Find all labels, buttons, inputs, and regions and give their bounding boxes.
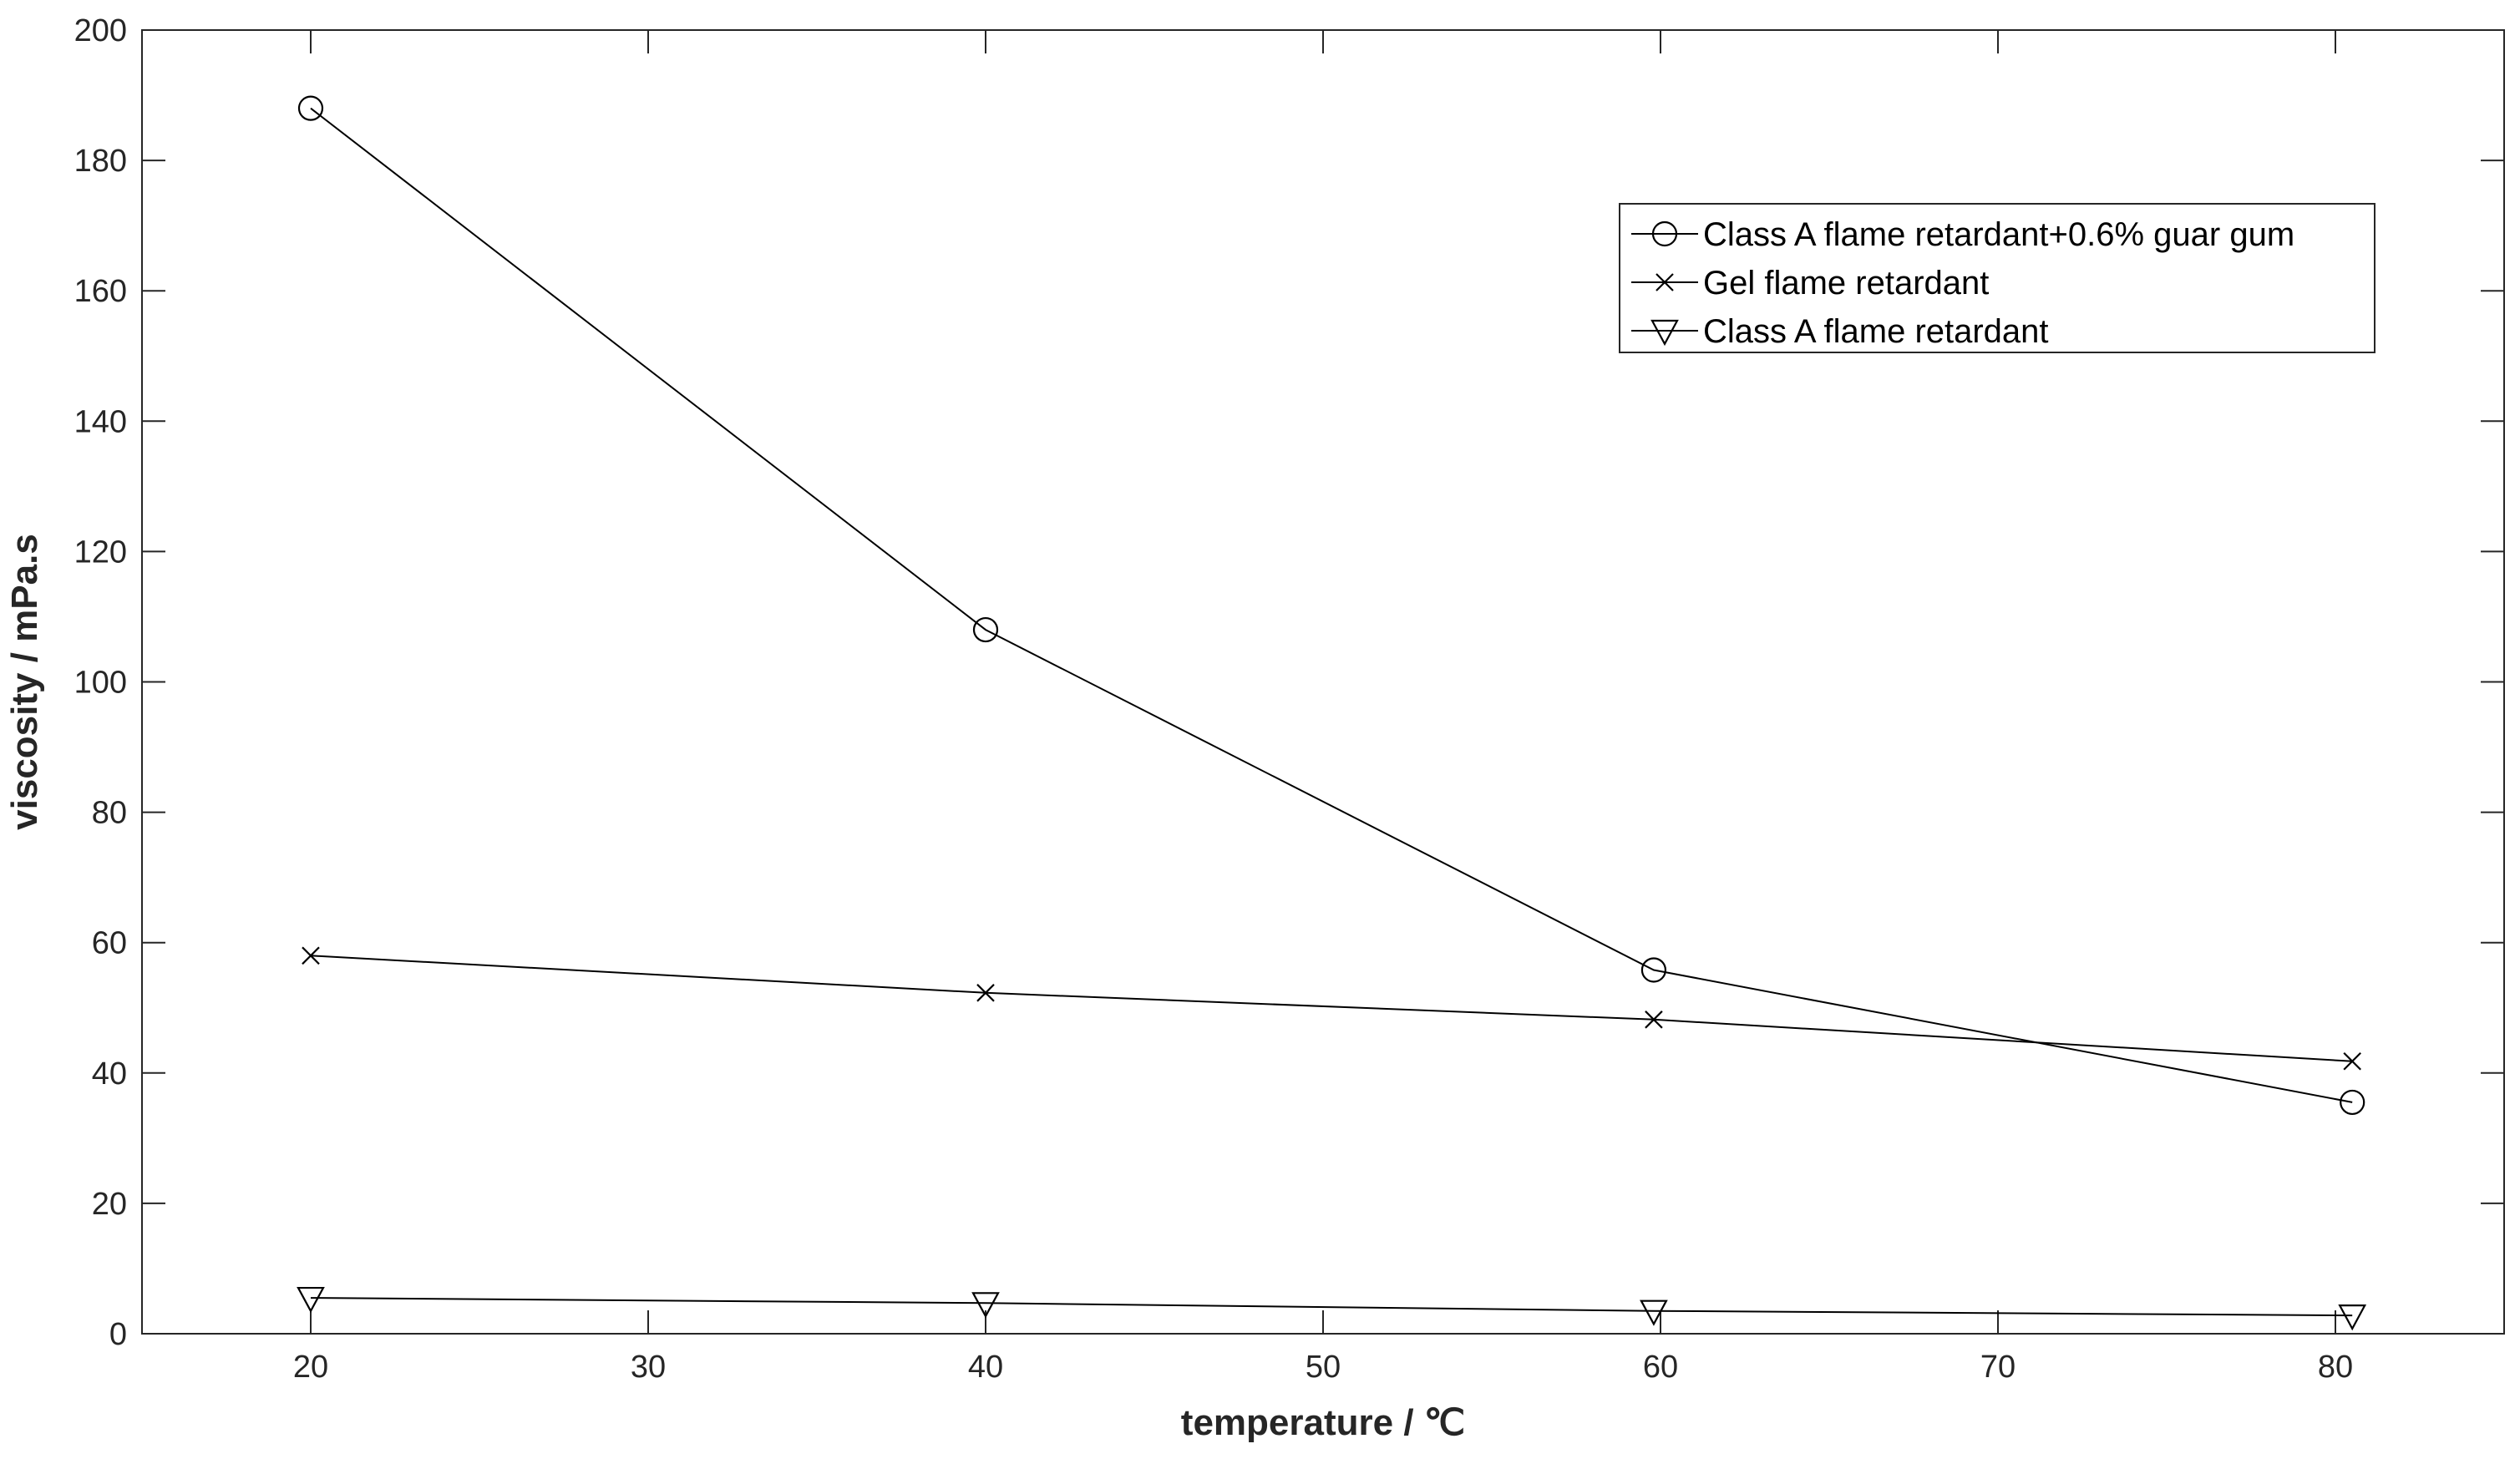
data-point-triangle-down (297, 1286, 325, 1314)
legend-box (1619, 203, 2375, 353)
data-point-x (2343, 1051, 2361, 1071)
y-tick-label: 20 (92, 1187, 127, 1222)
legend-entry: Class A flame retardant+0.6% guar gum (1631, 216, 2294, 253)
legend-marker-x (1655, 273, 1674, 291)
data-point-circle (1640, 957, 1667, 983)
y-tick-label: 0 (109, 1317, 127, 1352)
legend-entry: Class A flame retardant (1631, 313, 2049, 350)
series-layer (297, 95, 2367, 1331)
data-point-triangle-down (2338, 1304, 2367, 1331)
data-point-x (1645, 1011, 1663, 1029)
series-line (310, 955, 2353, 1062)
data-point-triangle-down (971, 1292, 1000, 1319)
x-tick-label: 80 (2318, 1350, 2353, 1385)
y-tick-label: 40 (92, 1056, 127, 1092)
data-point-circle (2340, 1089, 2365, 1116)
y-tick-label: 100 (74, 666, 127, 701)
x-tick-label: 20 (293, 1350, 328, 1385)
legend-entry: Gel flame retardant (1631, 265, 1989, 301)
series-circle (297, 95, 2365, 1116)
series-line (310, 1297, 2353, 1317)
legend-marker-triangle-down (1650, 319, 1679, 347)
y-tick-label: 160 (74, 274, 127, 309)
x-tick-label: 60 (1643, 1350, 1678, 1385)
series-x (302, 946, 2361, 1071)
data-point-x (302, 946, 320, 965)
x-tick-label: 30 (631, 1350, 666, 1385)
data-point-x (976, 984, 995, 1002)
x-tick-label: 40 (968, 1350, 1003, 1385)
y-tick-label: 80 (92, 796, 127, 831)
y-tick-label: 120 (74, 534, 127, 570)
legend-label: Class A flame retardant+0.6% guar gum (1703, 216, 2294, 253)
axis-ticks: 20 30 40 50 60 70 80 0 20 40 60 80 100 120 140 160 180 20… (74, 13, 2504, 1385)
x-tick-label: 70 (1980, 1350, 2015, 1385)
series-triangle-down (297, 1286, 2367, 1331)
legend: Class A flame retardant+0.6% guar gum Gel… (1619, 203, 2375, 353)
y-axis-title: viscosity / mPa.s (4, 534, 45, 830)
data-point-triangle-down (1640, 1299, 1668, 1326)
data-point-circle (297, 95, 324, 121)
x-axis-title: temperature / ℃ (1181, 1402, 1465, 1443)
series-line (310, 107, 2353, 1103)
data-point-circle (972, 616, 999, 643)
legend-label: Class A flame retardant (1703, 313, 2049, 350)
y-tick-label: 180 (74, 144, 127, 179)
legend-label: Gel flame retardant (1703, 265, 1989, 301)
y-tick-label: 200 (74, 13, 127, 48)
x-tick-label: 50 (1306, 1350, 1341, 1385)
legend-marker-circle (1651, 220, 1678, 247)
y-tick-label: 140 (74, 404, 127, 439)
y-tick-label: 60 (92, 926, 127, 961)
